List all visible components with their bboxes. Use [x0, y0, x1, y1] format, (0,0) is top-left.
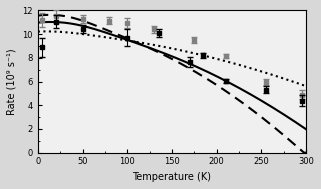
X-axis label: Temperature (K): Temperature (K) — [133, 172, 212, 182]
Y-axis label: Rate (10⁹ s⁻¹): Rate (10⁹ s⁻¹) — [7, 48, 17, 115]
